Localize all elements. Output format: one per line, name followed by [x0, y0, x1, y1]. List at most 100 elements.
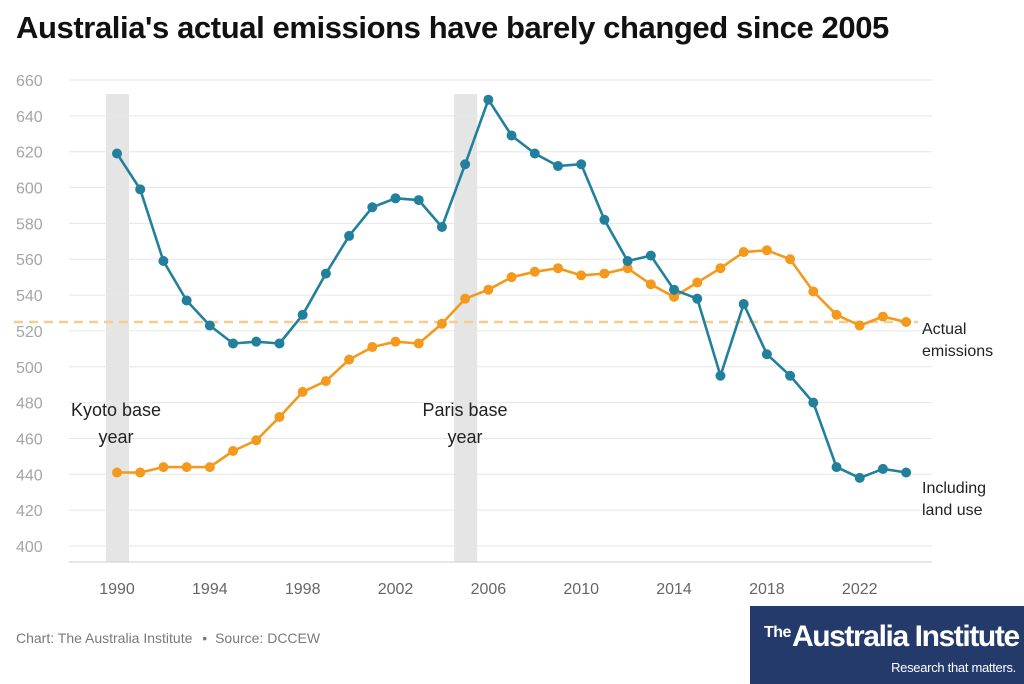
- y-tick-label: 420: [16, 503, 43, 520]
- actual-emissions-point: [761, 245, 772, 256]
- including-land-use-point: [204, 320, 215, 331]
- including-land-use-point: [251, 336, 262, 347]
- including-land-use-point: [785, 370, 796, 381]
- x-tick-label: 1994: [192, 581, 228, 598]
- y-tick-label: 640: [16, 109, 43, 126]
- y-tick-label: 400: [16, 539, 43, 556]
- chart-title: Australia's actual emissions have barely…: [16, 10, 889, 45]
- base-year-annotation: Paris base: [422, 400, 507, 420]
- base-year-annotation: Kyoto base: [71, 400, 161, 420]
- including-land-use-point: [274, 338, 285, 349]
- emissions-line-chart: 400 420 440 460 480 500 520 540 560 580 600 620 640 6…: [14, 73, 993, 598]
- source-separator: •: [202, 630, 208, 646]
- actual-emissions-point: [692, 277, 703, 288]
- including-land-use-point: [552, 161, 563, 172]
- including-land-use-point: [808, 397, 819, 408]
- actual-emissions-point: [367, 342, 378, 353]
- including-land-use-point: [645, 250, 656, 261]
- actual-emissions-point: [576, 270, 587, 281]
- including-land-use-point: [135, 184, 146, 195]
- x-tick-label: 1990: [99, 581, 135, 598]
- including-land-use-point: [460, 159, 471, 170]
- x-tick-label: 2010: [563, 581, 599, 598]
- y-tick-label: 580: [16, 216, 43, 233]
- y-tick-label: 500: [16, 360, 43, 377]
- actual-emissions-point: [436, 318, 447, 329]
- actual-emissions-point: [181, 462, 192, 473]
- including-land-use-point: [622, 256, 633, 267]
- including-land-use-point: [181, 295, 192, 306]
- including-land-use-point: [228, 338, 239, 349]
- actual-emissions-point: [622, 263, 633, 274]
- x-tick-label: 1998: [285, 581, 321, 598]
- including-land-use-line: [115, 98, 907, 480]
- x-tick-label: 2014: [656, 581, 692, 598]
- x-tick-label: 2006: [471, 581, 507, 598]
- actual-emissions-point: [901, 316, 912, 327]
- y-tick-label: 520: [16, 324, 43, 341]
- actual-emissions-line: [117, 249, 907, 474]
- including-land-use-label: Including: [922, 480, 986, 497]
- actual-emissions-point: [506, 272, 517, 283]
- gridlines: [69, 79, 932, 563]
- including-land-use-point: [529, 148, 540, 159]
- y-axis-ticks: 400 420 440 460 480 500 520 540 560 580 600 620 640 6…: [16, 73, 43, 556]
- annotation-labels: Actual emissions Including land use Kyoto ba…: [71, 321, 993, 519]
- actual-emissions-point: [320, 376, 331, 387]
- x-tick-label: 2002: [378, 581, 414, 598]
- including-land-use-point: [344, 230, 355, 241]
- actual-emissions-point: [529, 266, 540, 277]
- actual-emissions-point: [274, 411, 285, 422]
- actual-emissions-point: [413, 338, 424, 349]
- actual-emissions-point: [297, 386, 308, 397]
- y-tick-label: 600: [16, 181, 43, 198]
- actual-emissions-label: Actual: [922, 321, 966, 338]
- actual-emissions-point: [831, 309, 842, 320]
- actual-emissions-point: [228, 446, 239, 457]
- including-land-use-point: [854, 472, 865, 483]
- y-tick-label: 460: [16, 431, 43, 448]
- actual-emissions-point: [344, 354, 355, 365]
- actual-emissions-point: [135, 467, 146, 478]
- base-year-bands: [106, 94, 478, 562]
- source-line: Chart: The Australia Institute • Source:…: [16, 630, 320, 646]
- including-land-use-label: land use: [922, 502, 983, 519]
- including-land-use-point: [367, 202, 378, 213]
- actual-emissions-point: [204, 462, 215, 473]
- actual-emissions-point: [854, 320, 865, 331]
- logo-the: The: [764, 624, 791, 641]
- including-land-use-point: [506, 130, 517, 141]
- actual-emissions-point: [158, 462, 169, 473]
- including-land-use-point: [715, 370, 726, 381]
- base-year-annotation: year: [98, 427, 133, 447]
- actual-emissions-point: [715, 263, 726, 274]
- x-tick-label: 2018: [749, 581, 785, 598]
- including-land-use-point: [599, 214, 610, 225]
- logo-tagline: Research that matters.: [891, 660, 1016, 675]
- y-tick-label: 480: [16, 396, 43, 413]
- logo-wordmark: TheAustralia Institute: [764, 620, 1020, 654]
- base-year-annotation: year: [447, 427, 482, 447]
- including-land-use-point: [576, 159, 587, 170]
- series-group: [112, 94, 912, 483]
- y-tick-label: 440: [16, 467, 43, 484]
- chart-credit: Chart: The Australia Institute: [16, 630, 193, 646]
- logo-name: Australia Institute: [791, 620, 1020, 653]
- actual-emissions-point: [483, 284, 494, 295]
- including-land-use-point: [877, 463, 888, 474]
- x-axis-ticks: 1990 1994 1998 2002 2006 2010 2014 2018 2022: [99, 581, 877, 598]
- actual-emissions-point: [669, 291, 680, 302]
- actual-emissions-point: [599, 268, 610, 279]
- y-tick-label: 560: [16, 252, 43, 269]
- actual-emissions-point: [877, 311, 888, 322]
- base-year-band-2005: [454, 94, 478, 562]
- including-land-use-point: [297, 309, 308, 320]
- actual-emissions-point: [738, 247, 749, 258]
- including-land-use-point: [831, 462, 842, 473]
- data-source: Source: DCCEW: [215, 630, 321, 646]
- x-tick-label: 2022: [842, 581, 878, 598]
- including-land-use-point: [669, 284, 680, 295]
- actual-emissions-point: [390, 336, 401, 347]
- including-land-use-point: [738, 299, 749, 310]
- y-tick-label: 660: [16, 73, 43, 90]
